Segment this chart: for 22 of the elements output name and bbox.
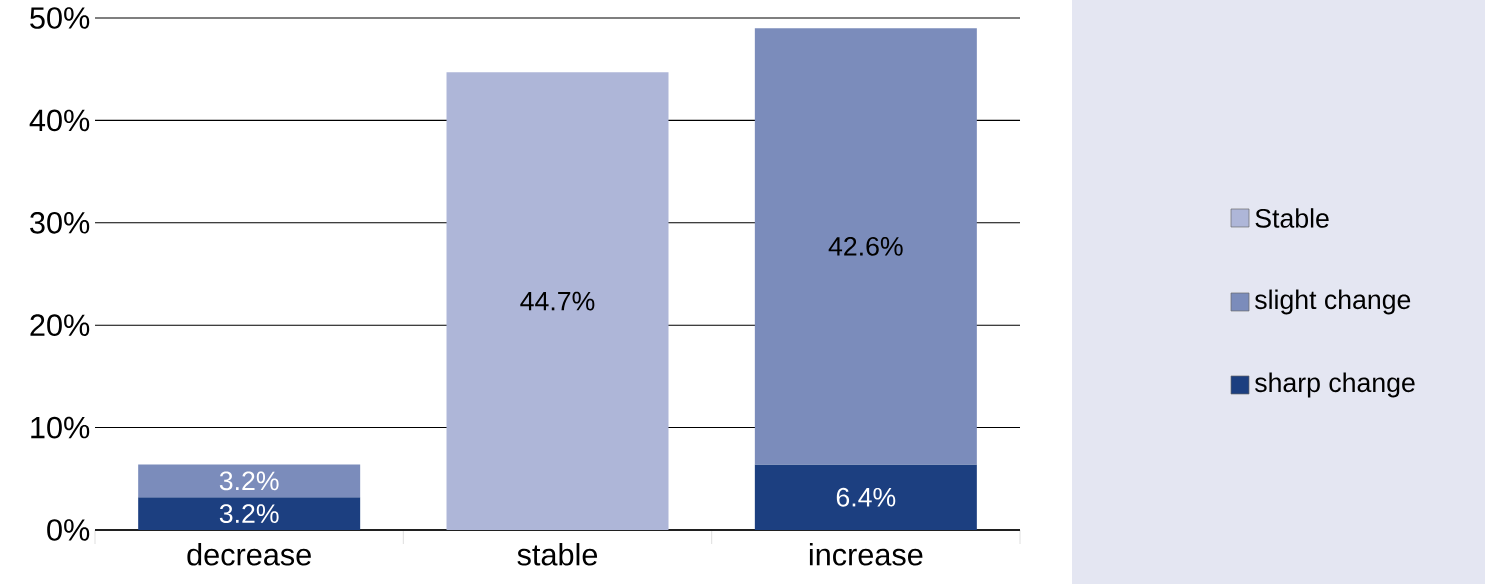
data-label: 42.6% bbox=[828, 236, 903, 256]
y-tick-label: 40% bbox=[29, 109, 90, 132]
x-tick-label: increase bbox=[809, 543, 923, 566]
data-label: 3.2% bbox=[219, 504, 279, 524]
bar bbox=[138, 464, 361, 498]
data-label: 3.2% bbox=[219, 471, 279, 491]
y-tick-label: 50% bbox=[30, 7, 90, 29]
bar bbox=[138, 497, 361, 530]
y-tick-label: 0% bbox=[47, 519, 90, 541]
x-tick-label: stable bbox=[517, 543, 598, 566]
legend-label: slight change bbox=[1255, 289, 1411, 315]
y-tick-label: 10% bbox=[31, 416, 90, 439]
legend-label: Stable bbox=[1255, 208, 1329, 228]
y-tick-label: 30% bbox=[30, 211, 90, 234]
x-tick-label: decrease bbox=[187, 543, 311, 566]
bar bbox=[754, 464, 977, 530]
legend-label: sharp change bbox=[1255, 372, 1415, 398]
bar bbox=[754, 28, 977, 465]
data-label: 44.7% bbox=[520, 291, 595, 311]
bar bbox=[446, 72, 669, 530]
data-label: 6.4% bbox=[836, 487, 896, 507]
y-tick-label: 20% bbox=[30, 314, 90, 337]
